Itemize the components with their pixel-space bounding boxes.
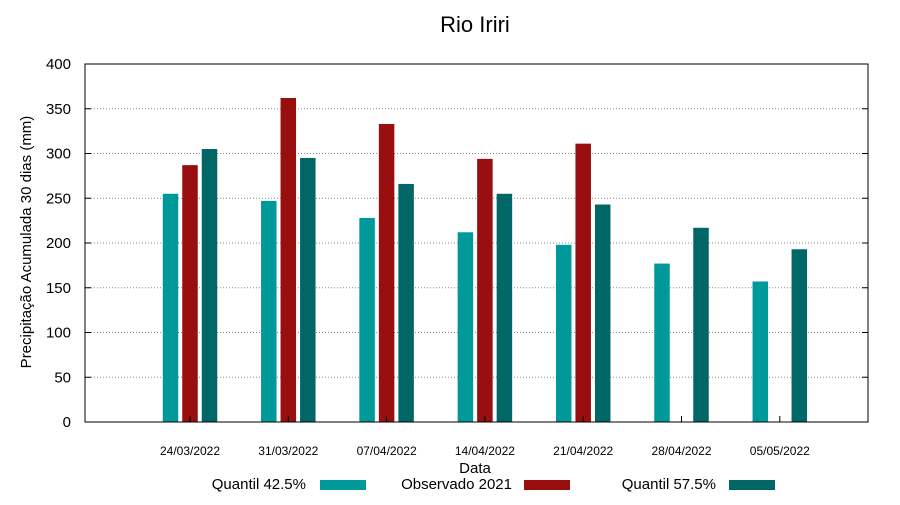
legend-label: Quantil 42.5% bbox=[212, 476, 306, 493]
bar bbox=[162, 193, 179, 422]
x-tick-label: 14/04/2022 bbox=[455, 444, 515, 458]
chart-title: Rio Iriri bbox=[440, 12, 510, 37]
x-tick-label: 05/05/2022 bbox=[750, 444, 810, 458]
y-tick-label: 0 bbox=[63, 414, 71, 431]
y-tick-label: 150 bbox=[46, 280, 71, 297]
bar bbox=[457, 232, 474, 422]
bar bbox=[693, 227, 709, 422]
bar bbox=[261, 200, 277, 422]
x-tick-label: 24/03/2022 bbox=[160, 444, 220, 458]
bar bbox=[477, 158, 493, 422]
bar bbox=[555, 244, 572, 422]
bar bbox=[300, 157, 316, 422]
x-tick-label: 21/04/2022 bbox=[553, 444, 613, 458]
x-tick-label: 31/03/2022 bbox=[258, 444, 318, 458]
x-tick-label: 28/04/2022 bbox=[651, 444, 711, 458]
y-axis-ticks: 0 50 100 150 200 250 300 350 400 bbox=[46, 56, 868, 431]
legend-label: Quantil 57.5% bbox=[622, 476, 716, 493]
bar bbox=[752, 281, 769, 422]
x-tick-label: 07/04/2022 bbox=[357, 444, 417, 458]
y-axis-label: Precipitação Acumulada 30 dias (mm) bbox=[18, 116, 35, 369]
bar bbox=[378, 123, 395, 422]
bar bbox=[575, 143, 591, 422]
x-axis-label: Data bbox=[459, 460, 491, 477]
bar bbox=[791, 249, 808, 422]
x-axis-ticks: 24/03/2022 31/03/2022 07/04/2022 14/04/2022… bbox=[160, 416, 810, 458]
y-tick-label: 250 bbox=[46, 190, 71, 207]
y-tick-label: 350 bbox=[46, 101, 71, 118]
bar bbox=[496, 193, 513, 422]
bar bbox=[398, 183, 414, 422]
bars bbox=[162, 98, 808, 422]
bar bbox=[594, 204, 611, 422]
y-tick-label: 100 bbox=[46, 325, 71, 342]
bar bbox=[654, 263, 670, 422]
y-tick-label: 50 bbox=[54, 369, 71, 386]
legend: Quantil 42.5% Observado 2021 Quantil 57.5% bbox=[212, 476, 775, 493]
legend-swatch bbox=[524, 480, 570, 490]
y-tick-label: 400 bbox=[46, 56, 71, 73]
bar bbox=[201, 149, 218, 422]
legend-swatch bbox=[729, 480, 775, 490]
legend-label: Observado 2021 bbox=[401, 476, 512, 493]
bar bbox=[280, 98, 297, 422]
bar bbox=[182, 165, 198, 422]
y-tick-label: 200 bbox=[46, 235, 71, 252]
legend-swatch bbox=[320, 480, 366, 490]
bar bbox=[359, 217, 375, 422]
y-tick-label: 300 bbox=[46, 146, 71, 163]
